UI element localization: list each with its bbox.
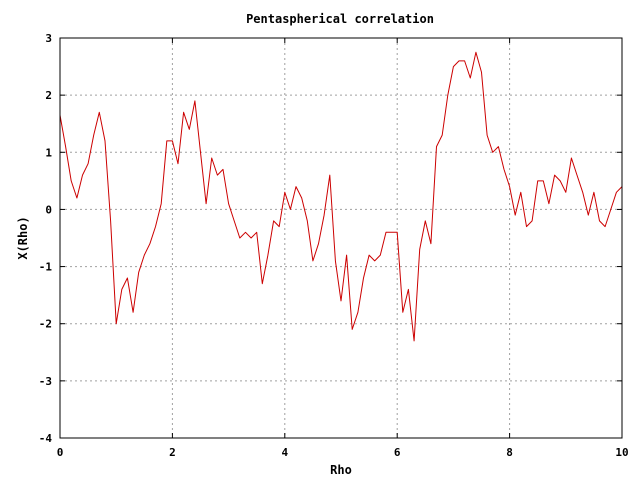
x-tick-label: 8	[506, 446, 513, 459]
y-tick-label: -2	[39, 318, 52, 331]
x-tick-label: 0	[57, 446, 64, 459]
y-axis-label: X(Rho)	[16, 216, 30, 259]
y-tick-label: 0	[45, 203, 52, 216]
x-tick-label: 2	[169, 446, 176, 459]
x-tick-labels: 0 2 4 6 8 10	[57, 446, 629, 459]
y-tick-label: 1	[45, 146, 52, 159]
series-layer	[60, 51, 622, 342]
grid-lines	[60, 38, 622, 438]
x-axis-label: Rho	[330, 463, 352, 477]
plot-frame	[59, 37, 623, 439]
x-tick-label: 6	[394, 446, 401, 459]
y-tick-labels: -4 -3 -2 -1 0 1 2 3	[39, 32, 53, 445]
y-tick-label: -1	[39, 261, 53, 274]
x-tick-label: 10	[615, 446, 628, 459]
x-tick-label: 4	[281, 446, 288, 459]
y-tick-label: 2	[45, 89, 52, 102]
chart-title: Pentaspherical correlation	[246, 12, 434, 26]
tick-marks	[59, 37, 623, 439]
y-tick-label: 3	[45, 32, 52, 45]
y-tick-label: -3	[39, 375, 52, 388]
y-tick-label: -4	[39, 432, 53, 445]
series-line-1	[60, 51, 622, 342]
